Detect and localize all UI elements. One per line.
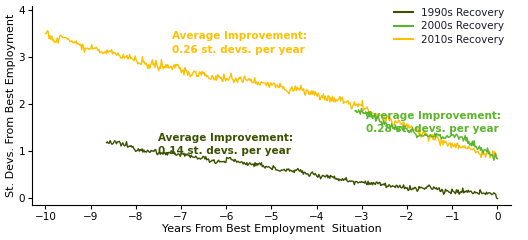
Text: Average Improvement:
0.26 st. devs. per year: Average Improvement: 0.26 st. devs. per … — [172, 31, 307, 54]
Text: Average Improvement:
0.28 st. devs. per year: Average Improvement: 0.28 st. devs. per … — [366, 111, 502, 134]
X-axis label: Years From Best Employment  Situation: Years From Best Employment Situation — [162, 224, 381, 234]
Y-axis label: St. Devs. From Best Employment: St. Devs. From Best Employment — [6, 13, 15, 197]
Text: Average Improvement:
0.14 st. devs. per year: Average Improvement: 0.14 st. devs. per … — [158, 133, 294, 156]
Legend: 1990s Recovery, 2000s Recovery, 2010s Recovery: 1990s Recovery, 2000s Recovery, 2010s Re… — [393, 7, 506, 46]
